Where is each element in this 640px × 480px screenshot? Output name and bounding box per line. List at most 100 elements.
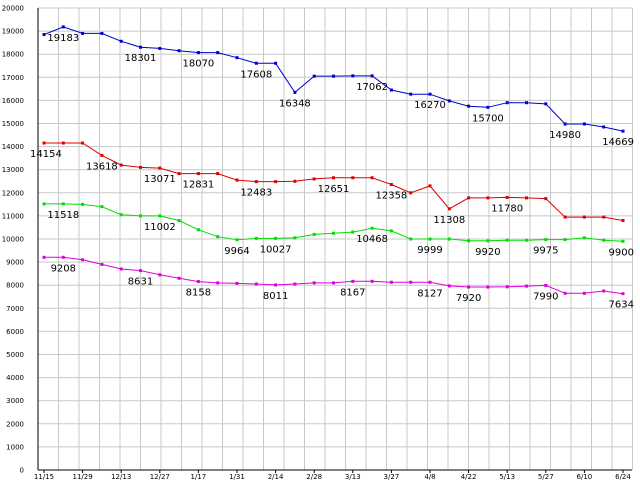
series-3-data-label: 9900 [609,247,634,258]
series-2-point [602,215,606,219]
series-2-point [467,196,471,200]
series-1-point [621,129,625,133]
series-3-point [351,230,355,234]
axes [37,8,632,471]
series-3-point [42,202,46,206]
series-4-point [563,291,567,295]
x-tick-label: 4/8 [424,473,435,480]
series-4-point [81,258,85,262]
y-tick-label: 17000 [2,74,24,82]
series-4-point [486,285,490,289]
x-tick-label: 3/13 [345,473,361,480]
series-4-point [505,285,509,289]
x-tick-label: 6/10 [577,473,593,480]
series-4-data-label: 8158 [186,288,211,299]
series-3-point [389,229,393,233]
series-1-point [119,39,123,43]
series-4-point [61,255,65,259]
series-3-point [525,238,528,242]
series-1-point [177,49,181,53]
series-3-point [621,239,625,243]
series-2-point [582,215,586,219]
y-tick-label: 4000 [6,374,24,382]
series-2-point [447,207,451,211]
series-line-2 [44,142,624,221]
series-4-point [119,267,123,271]
series-2-point [486,196,490,200]
y-tick-label: 20000 [2,5,24,13]
x-tick-label: 11/15 [34,473,54,480]
series-4-point [42,255,46,259]
series-3-point [158,214,162,218]
series-3-point [409,237,413,241]
series-4-point [177,276,181,280]
series-4-point [216,281,220,285]
series-line-3 [44,203,624,242]
series-2-point [216,172,220,176]
y-tick-label: 2000 [6,420,24,428]
series-3-point [428,237,432,241]
y-tick-label: 3000 [6,397,24,405]
series-1-point [447,99,451,103]
y-tick-label: 0 [20,467,24,475]
series-1-point [582,122,586,126]
series-2-data-label: 13618 [86,161,118,172]
series-3-point [139,214,142,218]
series-4-point [235,281,239,285]
series-3-data-label: 11518 [47,210,79,221]
series-3-point [447,237,451,241]
series-2-point [158,166,162,170]
series-1-point [351,74,355,78]
series-line-1 [43,26,624,132]
series-3-data-label: 9999 [417,245,442,256]
series-1-point [467,104,471,108]
series-2-point [621,219,625,223]
series-1-point [100,31,104,35]
y-tick-label: 6000 [6,328,24,336]
series-4-data-label: 9208 [51,263,76,274]
series-4-point [428,280,432,284]
y-tick-label: 5000 [6,351,24,359]
series-3-point [235,238,239,242]
series-4-point [525,284,528,288]
series-4-data-label: 8167 [340,287,365,298]
series-1-point [235,56,239,60]
series-3-point [582,236,586,240]
series-2-point [274,180,278,184]
series-1-data-label: 17062 [356,82,388,93]
series-3-point [216,235,220,239]
series-1-data-label: 18070 [182,59,214,70]
series-2-data-label: 12831 [182,180,214,191]
y-tick-label: 1000 [6,443,24,451]
x-tick-label: 4/22 [461,473,477,480]
series-4-point [582,291,586,295]
series-1-data-label: 16270 [414,100,446,111]
y-tick-label: 9000 [6,259,24,267]
x-axis-ticks: 11/15 11/29 12/13 12/27 1/17 1/31 2/14 2/28 3/13… [34,470,631,480]
series-4-data-label: 8631 [128,277,153,288]
series-4-point [274,283,278,287]
series-2-point [42,141,46,145]
series-1-point [42,33,46,37]
series-2-point [563,215,567,219]
series-1-data-label: 14669 [602,137,634,148]
series-3-point [254,236,258,240]
series-4-data-label: 8011 [263,291,288,302]
series-3-data-label: 10468 [356,234,388,245]
series-2-point [428,184,432,188]
series-4-point [158,273,162,277]
series-group [42,25,625,296]
series-4-point [370,279,374,283]
x-tick-label: 3/27 [384,473,400,480]
series-4-point [621,292,625,296]
series-4-data-label: 8127 [417,288,442,299]
series-1-point [139,45,142,49]
series-2-point [544,197,548,201]
series-4-point [254,282,258,286]
series-4-point [602,289,606,293]
series-1-point [61,25,65,29]
series-2-data-label: 12358 [375,191,407,202]
series-4-point [467,285,471,289]
series-2-data-label: 11780 [491,203,523,214]
series-3-point [177,219,181,223]
